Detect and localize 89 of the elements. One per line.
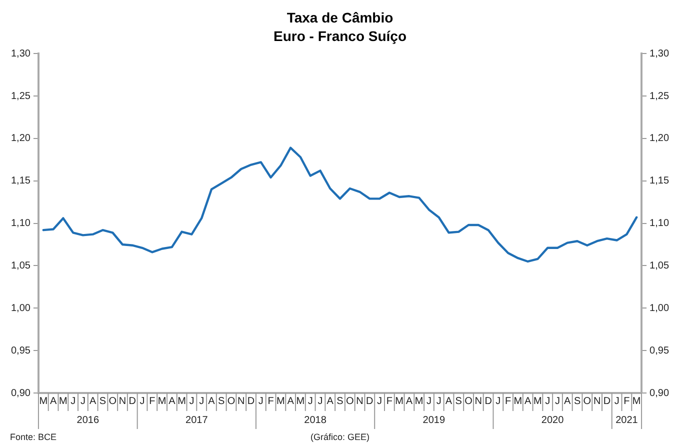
x-tick-label: M bbox=[158, 396, 166, 407]
x-tick-label: F bbox=[624, 396, 630, 407]
x-tick-label: S bbox=[99, 396, 106, 407]
y-tick-label: 0,95 bbox=[10, 345, 31, 356]
x-tick-label: D bbox=[603, 396, 611, 407]
x-tick-label: A bbox=[524, 396, 532, 407]
x-tick-label: M bbox=[296, 396, 305, 407]
x-tick-label: M bbox=[395, 396, 404, 407]
chart-subtitle: Euro - Franco Suíço bbox=[273, 28, 407, 44]
x-tick-label: M bbox=[514, 396, 522, 407]
x-tick-label: S bbox=[336, 396, 344, 407]
x-tick-label: M bbox=[632, 396, 641, 407]
y2-tick-label: 1,25 bbox=[650, 90, 670, 102]
x-tick-label: J bbox=[189, 396, 194, 407]
x-tick-label: J bbox=[545, 396, 550, 407]
x-tick-label: D bbox=[128, 396, 136, 407]
x-tick-label: F bbox=[149, 396, 156, 407]
x-tick-label: S bbox=[455, 396, 462, 407]
x-tick-label: O bbox=[583, 396, 592, 407]
x-tick-label: M bbox=[414, 396, 424, 407]
text: 2018 bbox=[304, 414, 327, 426]
x-tick-label: O bbox=[108, 396, 117, 407]
x-tick-label: A bbox=[564, 396, 572, 407]
y-tick-label: 1,00 bbox=[10, 302, 31, 314]
x-tick-label: A bbox=[445, 396, 452, 407]
x-tick-label: A bbox=[208, 396, 216, 407]
x-tick-label: J bbox=[614, 396, 620, 407]
x-tick-label: J bbox=[496, 396, 501, 407]
x-tick-label: J bbox=[199, 396, 204, 407]
x-tick-label: A bbox=[50, 396, 57, 407]
x-tick-label: D bbox=[484, 396, 492, 407]
y-tick-label: 1,10 bbox=[10, 218, 31, 230]
x-tick-label: J bbox=[318, 396, 323, 407]
source-note: Fonte: BCE bbox=[10, 432, 57, 442]
x-tick-label: O bbox=[227, 396, 236, 407]
x-tick-label: A bbox=[168, 396, 176, 407]
x-tick-label: N bbox=[356, 396, 364, 407]
text: (Gráfico: GEE) bbox=[310, 432, 370, 442]
y2-tick-label: 0,95 bbox=[650, 345, 670, 356]
x-tick-label: A bbox=[326, 396, 334, 407]
x-tick-label: J bbox=[140, 396, 145, 407]
y2-tick-label: 1,15 bbox=[650, 176, 670, 187]
text: 2021 bbox=[616, 414, 638, 426]
x-tick-label: M bbox=[534, 396, 542, 407]
x-tick-label: M bbox=[178, 396, 186, 407]
x-tick-label: O bbox=[346, 396, 354, 407]
x-tick-label: J bbox=[426, 396, 432, 407]
text: 2017 bbox=[186, 414, 208, 426]
chart-title: Taxa de Câmbio bbox=[286, 9, 394, 26]
x-tick-label: M bbox=[59, 396, 68, 407]
x-tick-label: M bbox=[39, 396, 48, 407]
x-tick-label: O bbox=[464, 396, 473, 407]
x-tick-label: D bbox=[247, 396, 255, 407]
x-tick-label: A bbox=[287, 396, 294, 407]
x-tick-label: N bbox=[238, 396, 245, 407]
x-tick-label: J bbox=[436, 396, 442, 407]
x-tick-label: N bbox=[593, 396, 601, 407]
text: 2020 bbox=[541, 414, 564, 426]
x-tick-label: N bbox=[474, 396, 482, 407]
x-tick-label: A bbox=[406, 396, 413, 407]
x-tick-label: D bbox=[366, 396, 374, 407]
y-tick-label: 0,90 bbox=[10, 388, 31, 399]
x-tick-label: S bbox=[574, 396, 581, 407]
y2-tick-label: 1,10 bbox=[650, 218, 670, 230]
text: 2016 bbox=[76, 414, 100, 426]
x-tick-label: J bbox=[70, 396, 76, 407]
y2-tick-label: 1,30 bbox=[650, 48, 670, 60]
x-tick-label: J bbox=[80, 396, 86, 407]
y2-tick-label: 0,90 bbox=[650, 388, 670, 399]
y-tick-label: 1,20 bbox=[10, 133, 31, 144]
y-tick-label: 1,25 bbox=[10, 90, 31, 102]
y-tick-label: 1,30 bbox=[10, 48, 31, 60]
x-tick-label: F bbox=[505, 396, 512, 407]
y2-tick-label: 1,20 bbox=[650, 133, 670, 144]
x-tick-label: A bbox=[90, 396, 96, 407]
x-tick-label: N bbox=[118, 396, 126, 407]
text: 2019 bbox=[422, 414, 446, 426]
x-tick-label: F bbox=[268, 396, 274, 407]
y2-tick-label: 1,05 bbox=[650, 260, 670, 272]
y-tick-label: 1,15 bbox=[10, 176, 31, 187]
x-tick-label: S bbox=[218, 396, 226, 407]
x-tick-label: J bbox=[258, 396, 264, 407]
x-tick-label: M bbox=[276, 396, 285, 407]
x-tick-label: F bbox=[386, 396, 392, 407]
x-tick-label: J bbox=[555, 396, 560, 407]
y-tick-label: 1,05 bbox=[10, 260, 31, 272]
y2-tick-label: 1,00 bbox=[650, 302, 670, 314]
x-tick-label: J bbox=[308, 396, 313, 407]
x-tick-label: J bbox=[377, 396, 382, 407]
